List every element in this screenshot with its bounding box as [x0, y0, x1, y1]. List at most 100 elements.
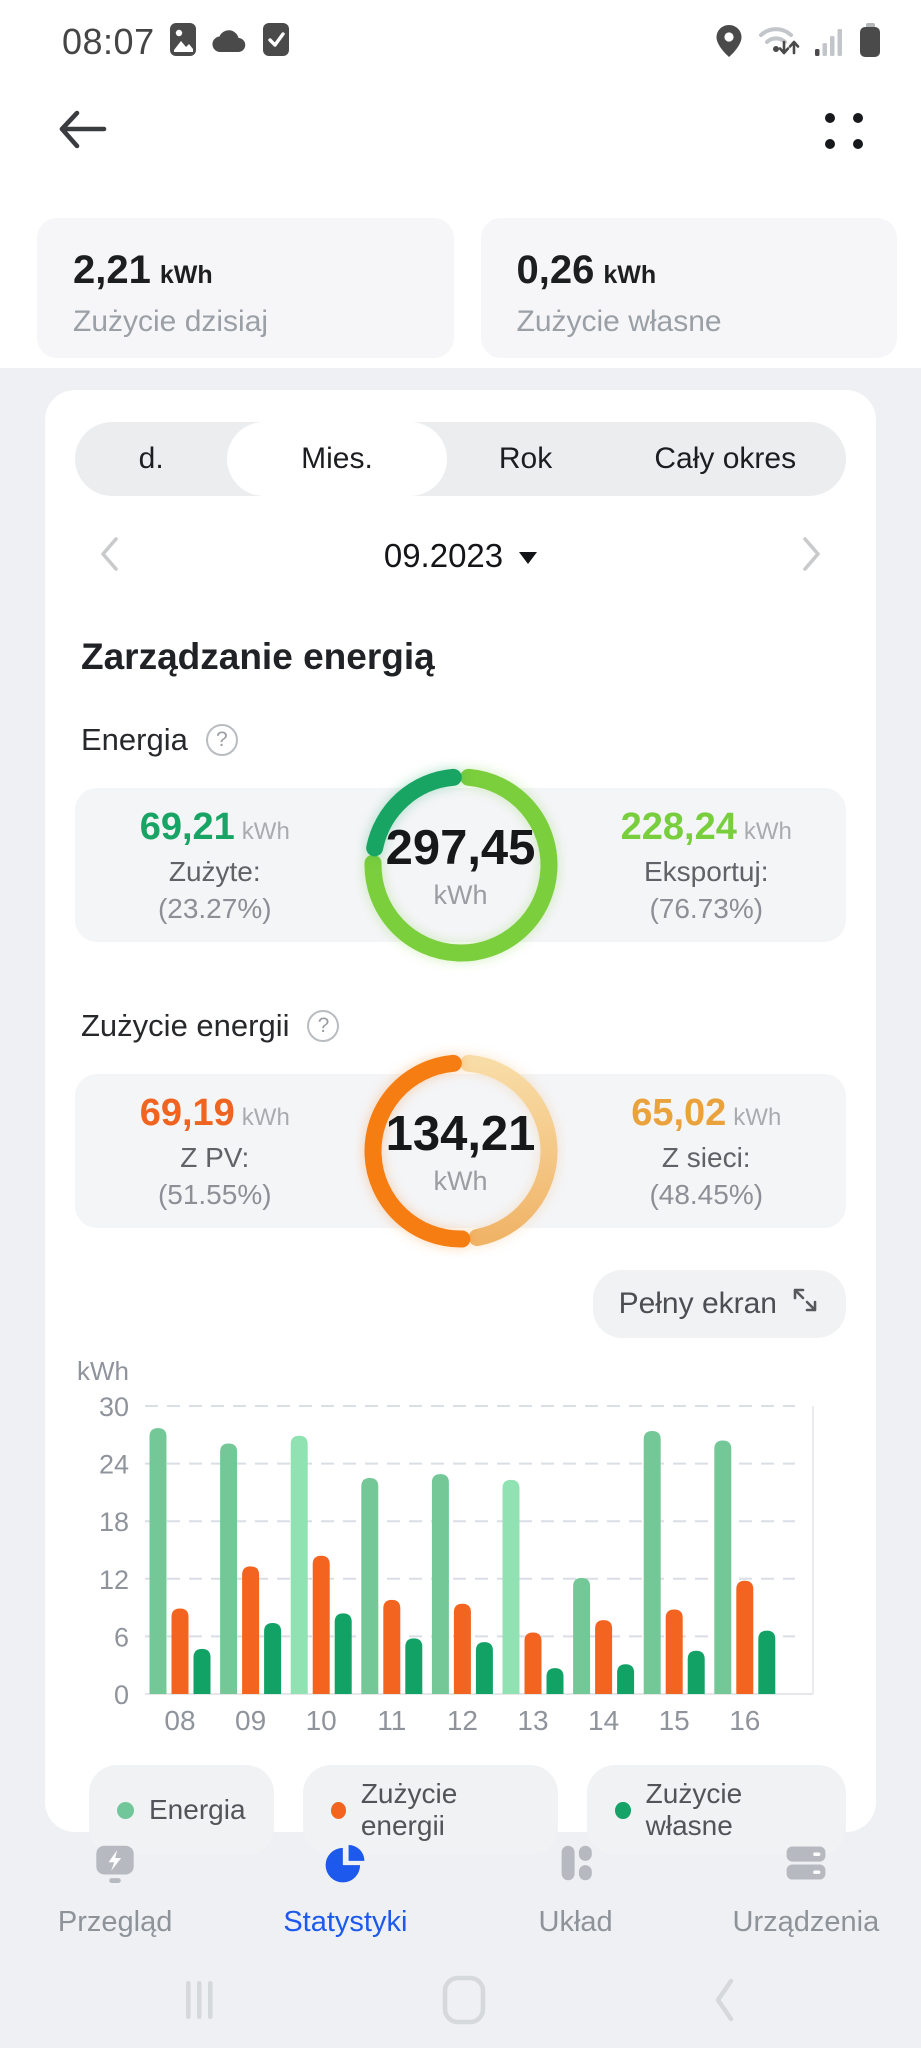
layout-icon	[553, 1840, 599, 1894]
dropdown-triangle-icon	[519, 552, 538, 564]
section-title: Zarządzanie energią	[81, 636, 435, 677]
consumption-total-unit: kWh	[433, 1165, 488, 1196]
consumption-pv-label: Z PV:	[180, 1141, 250, 1173]
energy-title: Energia	[81, 722, 188, 757]
self-consumption-unit: kWh	[603, 261, 657, 289]
legend-dot-energia	[117, 1801, 134, 1819]
energy-panel	[75, 788, 846, 942]
checkbox-app-icon	[262, 22, 290, 62]
prev-period-button[interactable]	[99, 536, 121, 577]
legend-dot-zuzycie-wlasne	[615, 1801, 631, 1819]
chart-legend: Energia Zużycie energii Zużycie własne	[75, 1765, 846, 1855]
home-button[interactable]	[442, 1975, 486, 2030]
svg-text:12: 12	[447, 1705, 478, 1736]
legend-zuzycie-energii: Zużycie energii	[302, 1765, 559, 1855]
svg-text:0: 0	[114, 1680, 129, 1710]
nav-statistics-label: Statystyki	[283, 1906, 408, 1938]
nav-devices[interactable]: Urządzenia	[691, 1840, 921, 1939]
svg-text:11: 11	[377, 1705, 406, 1736]
tab-month[interactable]: Mies.	[227, 422, 447, 496]
today-consumption-label: Zużycie dzisiaj	[73, 305, 269, 338]
fullscreen-button[interactable]: Pełny ekran	[592, 1270, 846, 1338]
nav-devices-label: Urządzenia	[732, 1906, 880, 1938]
nav-overview-label: Przegląd	[57, 1906, 173, 1938]
energy-used-unit: kWh	[241, 817, 290, 845]
svg-text:24: 24	[99, 1450, 129, 1480]
help-icon[interactable]: ?	[307, 1010, 340, 1042]
tab-year[interactable]: Rok	[498, 442, 553, 475]
recent-apps-button[interactable]	[185, 1979, 214, 2026]
clock: 08:07	[62, 21, 155, 62]
svg-text:14: 14	[588, 1705, 619, 1736]
more-menu-button[interactable]	[825, 113, 863, 149]
energy-donut-block: 69,21 kWh Zużyte: (23.27%) 297,45 kWh 228…	[75, 762, 846, 968]
today-consumption-value: 2,21	[73, 248, 151, 292]
svg-text:13: 13	[517, 1705, 548, 1736]
legend-energia: Energia	[89, 1765, 274, 1855]
bottom-navigation: Przegląd Statystyki Układ Urządzenia	[0, 1840, 921, 1939]
expand-arrows-icon	[790, 1285, 820, 1323]
date-dropdown[interactable]: 09.2023	[383, 537, 538, 575]
consumption-donut-block: 69,19 kWh Z PV: (51.55%) 134,21 kWh	[75, 1048, 846, 1254]
energy-donut-chart: 297,45 kWh	[355, 759, 567, 971]
energy-used-label: Zużyte:	[168, 855, 261, 887]
energy-total-unit: kWh	[433, 879, 488, 910]
wifi-icon	[757, 22, 801, 63]
energy-export-value: 228,24	[620, 805, 737, 848]
self-consumption-card: 0,26 kWh Zużycie własne	[480, 218, 897, 358]
location-icon	[715, 24, 743, 63]
battery-icon	[857, 22, 883, 63]
svg-text:30: 30	[99, 1392, 129, 1422]
energy-export-stat: 228,24 kWh Eksportuj: (76.73%)	[567, 806, 847, 925]
date-value: 09.2023	[383, 537, 504, 574]
energy-export-percent: (76.73%)	[649, 892, 764, 924]
consumption-pv-stat: 69,19 kWh Z PV: (51.55%)	[75, 1092, 355, 1211]
energy-export-unit: kWh	[743, 817, 792, 845]
svg-text:kWh: kWh	[77, 1356, 129, 1386]
nav-statistics[interactable]: Statystyki	[230, 1840, 460, 1939]
next-period-button[interactable]	[800, 536, 822, 577]
legend-zuzycie-wlasne: Zużycie własne	[587, 1765, 846, 1855]
consumption-grid-value: 65,02	[631, 1091, 727, 1134]
energy-used-percent: (23.27%)	[157, 892, 272, 924]
page-header	[0, 66, 921, 166]
back-button[interactable]	[52, 105, 112, 158]
help-icon[interactable]: ?	[205, 724, 238, 756]
today-consumption-unit: kWh	[159, 261, 213, 289]
tab-all-time[interactable]: Cały okres	[654, 442, 797, 475]
legend-label-energia: Energia	[149, 1794, 246, 1825]
legend-label-zuzycie-energii: Zużycie energii	[360, 1778, 458, 1841]
back-nav-button[interactable]	[714, 1978, 736, 2027]
tab-day[interactable]: d.	[138, 442, 164, 475]
devices-icon	[783, 1840, 829, 1894]
energy-heading: Energia ?	[81, 722, 846, 758]
legend-dot-zuzycie-energii	[330, 1801, 346, 1819]
period-tabs: d. Mies. Rok Cały okres	[75, 422, 846, 496]
energy-total-value: 297,45	[385, 820, 536, 875]
pie-chart-icon	[322, 1840, 368, 1894]
nav-overview[interactable]: Przegląd	[0, 1840, 230, 1939]
cloud-icon	[212, 27, 248, 58]
statistics-section: d. Mies. Rok Cały okres 09.2023 Zarządza…	[0, 368, 921, 2048]
gallery-icon	[169, 22, 197, 62]
svg-text:08: 08	[164, 1705, 195, 1736]
today-consumption-card: 2,21 kWh Zużycie dzisiaj	[37, 218, 454, 358]
svg-text:10: 10	[306, 1705, 337, 1736]
consumption-grid-stat: 65,02 kWh Z sieci: (48.45%)	[567, 1092, 847, 1211]
nav-layout-label: Układ	[538, 1906, 613, 1938]
svg-text:6: 6	[114, 1622, 129, 1652]
self-consumption-label: Zużycie własne	[516, 305, 722, 338]
consumption-donut-chart: 134,21 kWh	[355, 1045, 567, 1257]
energy-export-label: Eksportuj:	[644, 855, 769, 887]
date-selector: 09.2023	[75, 526, 846, 586]
svg-text:16: 16	[729, 1705, 760, 1736]
self-consumption-value: 0,26	[516, 248, 595, 292]
svg-text:09: 09	[235, 1705, 266, 1736]
consumption-pv-value: 69,19	[139, 1091, 235, 1134]
inverter-icon	[92, 1840, 138, 1894]
status-bar: 08:07	[0, 0, 921, 66]
nav-layout[interactable]: Układ	[461, 1840, 691, 1939]
energy-used-value: 69,21	[139, 805, 235, 848]
consumption-title: Zużycie energii	[81, 1008, 290, 1043]
